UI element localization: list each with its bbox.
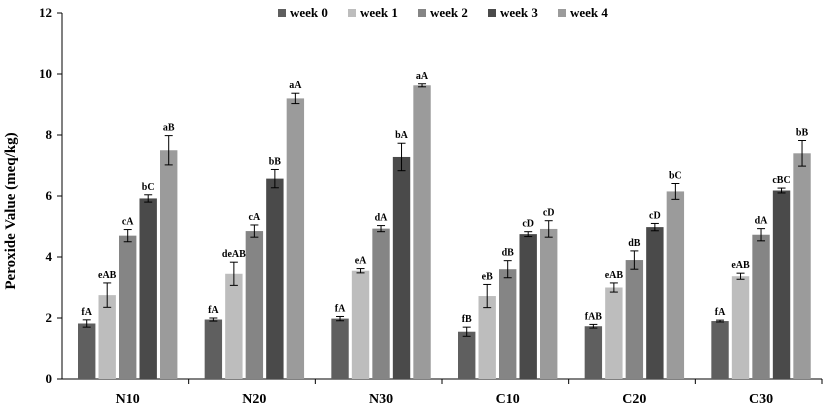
bar: [98, 295, 116, 379]
data-label: aA: [289, 80, 302, 91]
data-label: aA: [416, 71, 429, 82]
legend-swatch: [278, 9, 286, 17]
legend-label: week 1: [360, 5, 398, 20]
bar: [119, 235, 137, 379]
data-label: aB: [163, 123, 175, 134]
data-label: cA: [122, 217, 134, 228]
data-label: eB: [482, 271, 493, 282]
legend-label: week 3: [500, 5, 538, 20]
bar: [266, 178, 284, 379]
data-label: fA: [715, 307, 726, 318]
data-label: eA: [355, 256, 367, 267]
data-label: deAB: [222, 249, 246, 260]
data-label: fA: [335, 303, 346, 314]
bar: [625, 260, 644, 379]
bar: [286, 98, 305, 380]
bar: [540, 228, 558, 379]
x-tick-label: C30: [749, 392, 773, 407]
data-label: cD: [522, 219, 534, 230]
data-label: dA: [375, 213, 389, 224]
data-label: fA: [208, 305, 219, 316]
y-axis: 0 2 4 6 8 10 12: [39, 5, 63, 386]
y-tick-label: 0: [46, 371, 53, 386]
x-axis: N10 N20 N30 C10 C20 C30: [62, 378, 823, 407]
data-label: bA: [395, 130, 409, 141]
legend-label: week 0: [290, 5, 328, 20]
bar: [793, 153, 811, 379]
bar: [225, 273, 243, 379]
legend-swatch: [348, 9, 356, 17]
bar: [351, 270, 370, 379]
data-label: cD: [649, 210, 661, 221]
data-label: bC: [669, 170, 682, 181]
legend-swatch: [418, 9, 426, 17]
data-label: fAB: [585, 311, 603, 322]
data-label: eAB: [605, 270, 624, 281]
x-tick-label: C10: [496, 392, 520, 407]
y-axis-title: Peroxide Value (meq/kg): [3, 132, 19, 289]
bar: [392, 156, 411, 379]
y-tick-label: 4: [46, 249, 53, 264]
x-tick-label: C20: [622, 392, 646, 407]
y-tick-label: 10: [39, 66, 52, 81]
data-label: cA: [249, 212, 261, 223]
data-label: bB: [269, 156, 282, 167]
data-label: fA: [81, 307, 92, 318]
bar: [458, 331, 476, 379]
y-tick-label: 8: [46, 127, 53, 142]
bar: [731, 276, 750, 379]
x-tick-label: N20: [242, 392, 266, 407]
bar: [139, 198, 157, 379]
bar: [499, 269, 517, 379]
bar: [666, 191, 685, 379]
bar: [331, 318, 349, 379]
data-label: dA: [755, 216, 769, 227]
bars: fA eAB cA bC aB fA deAB cA bB aA fA eA dA bA aA fB eB dB c…: [78, 71, 811, 380]
bar: [413, 85, 431, 379]
data-label: dB: [628, 238, 641, 249]
legend-swatch: [558, 9, 566, 17]
bar: [772, 190, 791, 379]
bar: [584, 326, 603, 379]
data-label: dB: [502, 248, 515, 259]
y-tick-label: 2: [46, 310, 53, 325]
data-label: eAB: [731, 260, 750, 271]
bar: [605, 287, 623, 379]
x-tick-label: N10: [116, 392, 140, 407]
data-label: cD: [543, 208, 555, 219]
bar: [372, 228, 390, 379]
bar: [160, 150, 178, 379]
bar: [78, 323, 96, 379]
data-label: cBC: [772, 175, 790, 186]
data-label: bC: [142, 182, 155, 193]
data-label: bB: [796, 127, 809, 138]
bar: [478, 296, 496, 379]
x-tick-label: N30: [369, 392, 393, 407]
legend-label: week 2: [430, 5, 468, 20]
bar: [519, 234, 537, 379]
legend-swatch: [488, 9, 496, 17]
bar: [245, 231, 264, 379]
bar: [204, 319, 223, 379]
y-tick-label: 6: [46, 188, 53, 203]
bar: [711, 321, 729, 379]
y-tick-label: 12: [39, 5, 52, 20]
legend-label: week 4: [570, 5, 608, 20]
data-label: fB: [462, 314, 472, 325]
bar: [646, 227, 664, 379]
data-label: eAB: [98, 270, 117, 281]
legend: week 0 week 1 week 2 week 3 week 4: [278, 5, 608, 20]
bar: [752, 234, 770, 379]
